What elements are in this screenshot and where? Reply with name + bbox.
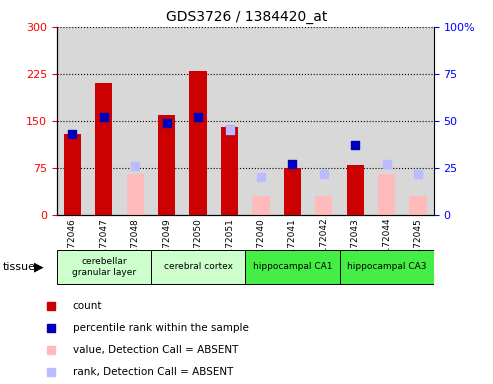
Bar <box>402 27 434 215</box>
Bar <box>378 174 395 215</box>
Point <box>226 127 234 134</box>
Bar <box>95 83 112 215</box>
Bar <box>119 27 151 215</box>
Text: ▶: ▶ <box>34 260 43 273</box>
Text: cerebral cortex: cerebral cortex <box>164 262 233 271</box>
Point <box>100 114 108 120</box>
Bar <box>315 196 332 215</box>
FancyBboxPatch shape <box>57 250 151 284</box>
Text: rank, Detection Call = ABSENT: rank, Detection Call = ABSENT <box>73 367 233 377</box>
Text: hippocampal CA1: hippocampal CA1 <box>252 262 332 271</box>
FancyBboxPatch shape <box>151 250 245 284</box>
Bar <box>245 27 277 215</box>
Point <box>352 142 359 149</box>
Point <box>414 170 422 177</box>
Point <box>131 163 139 169</box>
Point <box>194 114 202 120</box>
Point <box>320 170 328 177</box>
Point <box>69 131 76 137</box>
Text: percentile rank within the sample: percentile rank within the sample <box>73 323 248 333</box>
Point <box>288 161 296 167</box>
Bar <box>308 27 340 215</box>
Bar <box>284 168 301 215</box>
Bar <box>340 27 371 215</box>
Bar <box>158 115 176 215</box>
Text: count: count <box>73 301 102 311</box>
FancyBboxPatch shape <box>245 250 340 284</box>
Point <box>383 161 390 167</box>
Bar <box>151 27 182 215</box>
Bar <box>277 27 308 215</box>
Bar <box>182 27 214 215</box>
Bar <box>221 127 238 215</box>
Bar <box>64 134 81 215</box>
Bar <box>57 27 88 215</box>
Bar <box>88 27 119 215</box>
Bar <box>127 174 144 215</box>
Bar <box>214 27 246 215</box>
Bar <box>189 71 207 215</box>
Bar <box>410 196 427 215</box>
Bar <box>252 196 270 215</box>
Point <box>163 120 171 126</box>
Bar <box>347 165 364 215</box>
FancyBboxPatch shape <box>340 250 434 284</box>
Point <box>257 174 265 180</box>
Text: GDS3726 / 1384420_at: GDS3726 / 1384420_at <box>166 10 327 23</box>
Bar <box>371 27 402 215</box>
Text: tissue: tissue <box>2 262 35 272</box>
Point <box>226 127 234 134</box>
Text: hippocampal CA3: hippocampal CA3 <box>347 262 426 271</box>
Text: cerebellar
granular layer: cerebellar granular layer <box>72 257 136 276</box>
Text: value, Detection Call = ABSENT: value, Detection Call = ABSENT <box>73 345 238 355</box>
